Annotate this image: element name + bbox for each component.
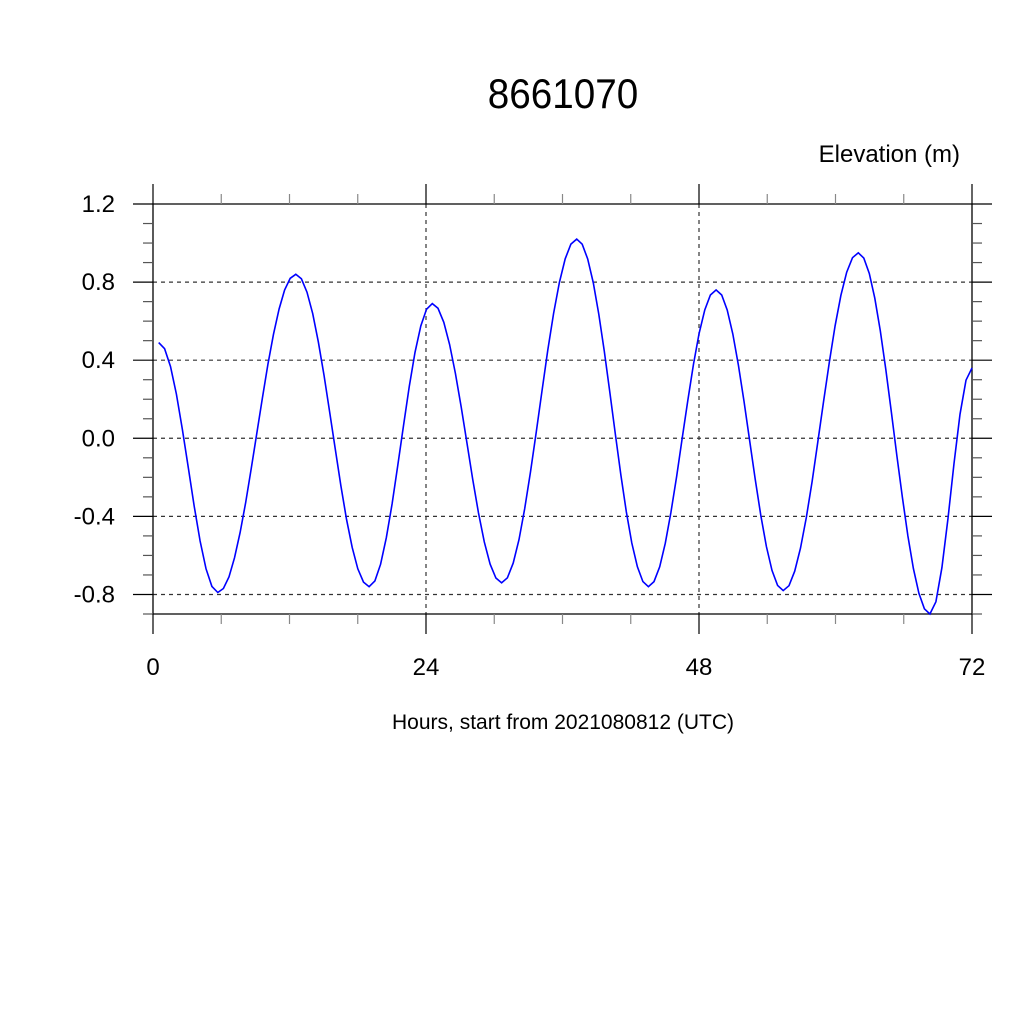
y-tick-label: 0.4 <box>82 347 115 374</box>
grid <box>153 204 972 614</box>
tick-labels: -0.8 -0.4 0.0 0.4 0.8 1.2 0 24 48 72 <box>74 191 986 681</box>
series <box>158 238 973 616</box>
y-tick-label: -0.8 <box>74 581 115 608</box>
y-tick-label: 0.8 <box>82 269 115 296</box>
y-tick-label: 0.0 <box>82 425 115 452</box>
x-tick-label: 72 <box>959 654 986 681</box>
x-tick-label: 48 <box>686 654 713 681</box>
y-tick-label: -0.4 <box>74 503 115 530</box>
x-tick-label: 0 <box>146 654 159 681</box>
x-axis-label: Hours, start from 2021080812 (UTC) <box>392 711 734 734</box>
axes <box>133 184 992 634</box>
y-tick-label: 1.2 <box>82 191 115 218</box>
chart-title: 8661070 <box>488 69 638 117</box>
x-tick-label: 24 <box>413 654 440 681</box>
elevation-line <box>158 238 973 616</box>
y-axis-label: Elevation (m) <box>819 141 960 168</box>
